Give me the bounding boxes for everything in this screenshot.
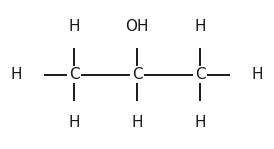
Text: C: C [132,67,142,82]
Text: H: H [252,67,263,82]
Text: C: C [195,67,205,82]
Text: H: H [194,115,206,130]
Text: H: H [194,19,206,34]
Text: H: H [131,115,143,130]
Text: H: H [68,19,80,34]
Text: C: C [69,67,79,82]
Text: H: H [11,67,22,82]
Text: H: H [68,115,80,130]
Text: OH: OH [125,19,149,34]
